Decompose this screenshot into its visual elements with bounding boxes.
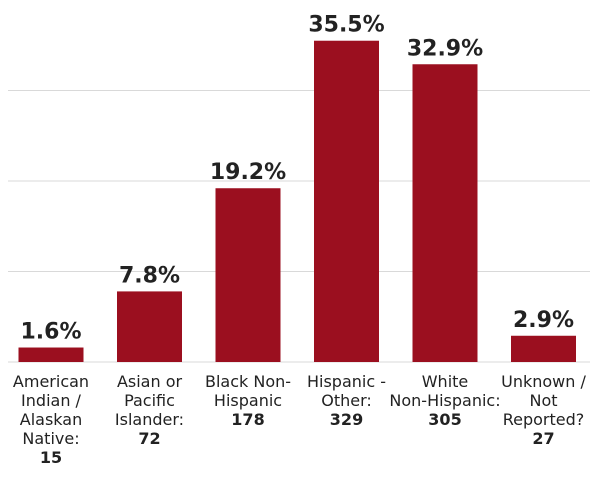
bar-3 xyxy=(215,188,281,362)
count-label-6: 27 xyxy=(532,429,554,448)
data-label-3: 19.2% xyxy=(210,160,286,185)
category-label-line: Non-Hispanic: xyxy=(389,391,500,410)
category-label-line: Black Non- xyxy=(205,372,291,391)
bar-4 xyxy=(314,40,379,362)
bar-5 xyxy=(412,64,478,362)
count-label-1: 15 xyxy=(40,448,62,467)
bar-1 xyxy=(18,347,84,362)
category-label-5: White Non-Hispanic: 305 xyxy=(389,372,500,429)
data-label-5: 32.9% xyxy=(407,36,483,61)
count-label-2: 72 xyxy=(138,429,160,448)
category-label-line: Reported? xyxy=(503,410,585,429)
category-label-line: Alaskan xyxy=(20,410,82,429)
category-label-line: Not xyxy=(529,391,557,410)
category-label-1: American Indian / Alaskan Native: 15 xyxy=(13,372,89,467)
bar-2 xyxy=(117,291,182,362)
count-label-5: 305 xyxy=(428,410,461,429)
bars xyxy=(18,40,576,362)
bar-6 xyxy=(511,335,576,362)
data-label-6: 2.9% xyxy=(513,308,574,333)
category-label-line: American xyxy=(13,372,89,391)
data-labels: 1.6% 7.8% 19.2% 35.5% 32.9% 2.9% xyxy=(20,13,574,345)
category-label-line: Native: xyxy=(22,429,79,448)
count-label-4: 329 xyxy=(330,410,363,429)
category-label-4: Hispanic -Other: 329 xyxy=(307,372,386,429)
category-label-line: Hispanic - xyxy=(307,372,386,391)
category-label-line: Other: xyxy=(321,391,372,410)
category-label-line: White xyxy=(422,372,469,391)
category-label-line: Hispanic xyxy=(214,391,282,410)
category-label-line: Unknown / xyxy=(501,372,586,391)
category-label-line: Islander: xyxy=(115,410,184,429)
data-label-4: 35.5% xyxy=(308,13,384,38)
count-label-3: 178 xyxy=(231,410,264,429)
category-label-line: Pacific xyxy=(124,391,175,410)
data-label-1: 1.6% xyxy=(20,320,81,345)
category-labels: American Indian / Alaskan Native: 15 Asian or… xyxy=(13,372,587,467)
category-label-line: Asian or xyxy=(117,372,183,391)
category-label-line: Indian / xyxy=(21,391,81,410)
data-label-2: 7.8% xyxy=(119,263,180,288)
gridlines xyxy=(8,90,590,363)
category-label-2: Asian or Pacific Islander: 72 xyxy=(115,372,184,448)
category-label-3: Black Non-Hispanic 178 xyxy=(205,372,291,429)
category-label-6: Unknown / Not Reported? 27 xyxy=(501,372,586,448)
